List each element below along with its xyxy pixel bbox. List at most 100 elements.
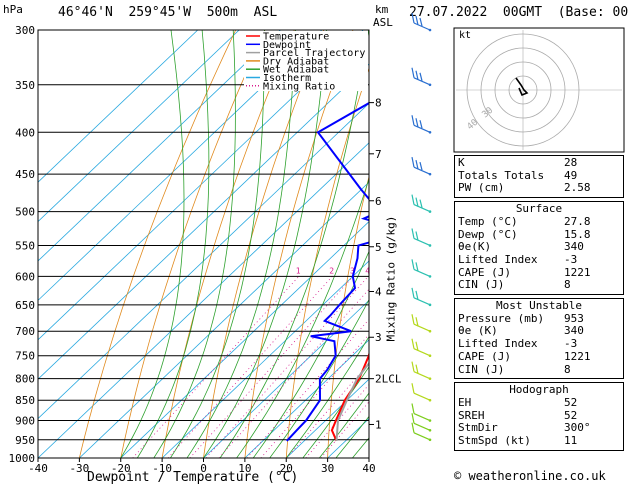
km-tick-label: 4	[375, 285, 382, 298]
x-tick-label: 10	[238, 462, 251, 475]
km-tick-label: 1	[375, 418, 382, 431]
mixing-ratio-axis-title: Mixing Ratio (g/kg)	[384, 215, 398, 342]
basic-indices-box: K 28 Totals Totals 49 PW (cm) 2.58	[454, 155, 624, 199]
datetime-title: 27.07.2022 00GMT (Base: 00)	[409, 5, 629, 20]
isotherm-line	[203, 299, 369, 458]
surface-title: Surface	[515, 202, 563, 216]
hodo-sreh: SREH 52	[458, 408, 578, 422]
surface-cin: CIN (J) 8	[458, 278, 571, 292]
parcel-trajectory-trace	[335, 361, 369, 441]
pressure-tick-label: 650	[15, 299, 35, 312]
isotherm-line	[38, 142, 369, 458]
legend-item-label: Dry Adiabat	[263, 56, 329, 67]
km-tick-label: 2LCL	[375, 373, 402, 386]
legend-item-label: Mixing Ratio	[263, 81, 335, 92]
most-unstable-box: Most Unstable Pressure (mb) 953 θe (K) 340…	[454, 298, 624, 380]
x-tick-label: -10	[152, 462, 172, 475]
x-tick-label: 20	[280, 462, 293, 475]
legend-background	[244, 31, 368, 91]
temperature-trace	[330, 351, 369, 442]
hodograph-box: Hodograph EH 52 SREH 52 StmDir 300° StmSpd …	[454, 382, 624, 451]
isotherm-line	[120, 221, 369, 458]
hodo-stmdir: StmDir 300°	[458, 421, 591, 435]
legend-item-label: Isotherm	[263, 73, 311, 84]
surface-temp: Temp (°C) 27.8	[458, 214, 591, 228]
mixing-ratio-line	[205, 276, 369, 458]
x-tick-label: -30	[69, 462, 89, 475]
pressure-tick-label: 750	[15, 350, 35, 363]
pressure-tick-label: 1000	[9, 452, 36, 465]
pressure-tick-label: 400	[15, 126, 35, 139]
index-k: K 28	[458, 156, 578, 169]
km-tick-label: 5	[375, 241, 382, 254]
isotherm-line	[38, 30, 323, 301]
legend-item-label: Temperature	[263, 32, 329, 43]
legend-item-label: Dewpoint	[263, 40, 311, 51]
pressure-tick-label: 850	[15, 394, 35, 407]
km-tick-label: 3	[375, 331, 382, 344]
pressure-tick-label: 600	[15, 270, 35, 283]
surface-box: Surface Temp (°C) 27.8 Dewp (°C) 15.8 θe(K…	[454, 201, 624, 296]
km-tick-label: 8	[375, 97, 382, 110]
mixing-ratio-line	[260, 333, 369, 458]
hpa-label: hPa	[3, 3, 23, 16]
hodograph-kt-label: kt	[459, 30, 472, 41]
mixing-ratio-label: 4	[365, 266, 370, 275]
mu-cape: CAPE (J) 1221	[458, 349, 591, 363]
pressure-tick-label: 800	[15, 373, 35, 386]
pressure-tick-label: 350	[15, 79, 35, 92]
hodo-eh: EH 52	[458, 395, 578, 409]
location-title: 46°46'N 259°45'W 500m ASL	[58, 5, 278, 20]
isotherm-line	[38, 30, 281, 262]
pressure-tick-label: 450	[15, 168, 35, 181]
isotherm-line	[285, 378, 369, 458]
mixing-ratio-line	[218, 288, 369, 458]
mixing-ratio-label: 3	[350, 266, 355, 275]
surface-li: Lifted Index -3	[458, 252, 578, 266]
km-tick-label: 7	[375, 148, 382, 161]
mixing-ratio-label: 5	[377, 266, 382, 275]
pressure-tick-label: 900	[15, 415, 35, 428]
wet-adiabat-line	[318, 392, 369, 458]
mixing-ratio-line	[189, 276, 354, 458]
pressure-tick-label: 700	[15, 325, 35, 338]
x-axis-title: Dewpoint / Temperature (°C)	[87, 470, 299, 485]
isotherm-line	[161, 260, 369, 458]
index-totals: Totals Totals 49	[458, 168, 578, 182]
mu-theta: θe (K) 340	[458, 324, 584, 338]
index-pw: PW (cm) 2.58	[458, 181, 591, 195]
pressure-tick-label: 500	[15, 206, 35, 219]
legend-item-label: Wet Adiabat	[263, 65, 329, 76]
pressure-tick-label: 300	[15, 24, 35, 37]
isotherm-line	[38, 30, 240, 223]
mixing-ratio-label: 8	[404, 266, 409, 275]
mixing-ratio-label: 10	[417, 266, 427, 275]
asl-label: ASL	[373, 16, 393, 29]
dewpoint-trace	[286, 101, 369, 442]
pressure-tick-label: 550	[15, 239, 35, 252]
x-tick-label: -40	[28, 462, 48, 475]
surface-dewp: Dewp (°C) 15.8	[458, 227, 591, 241]
km-tick-label: 6	[375, 195, 382, 208]
x-tick-label: 40	[362, 462, 375, 475]
credit-text[interactable]: © weatheronline.co.uk	[454, 469, 606, 483]
wet-adiabat-line	[302, 366, 369, 458]
x-tick-label: 0	[200, 462, 207, 475]
km-label: km	[375, 3, 389, 16]
surface-theta: θe(K) 340	[458, 240, 584, 254]
mixing-ratio-label: 1	[296, 266, 301, 275]
hodograph-title: Hodograph	[509, 383, 569, 397]
mu-pressure: Pressure (mb) 953	[458, 311, 584, 325]
x-tick-label: -20	[111, 462, 131, 475]
mixing-ratio-label: 15	[441, 266, 451, 275]
mu-cin: CIN (J) 8	[458, 362, 571, 376]
wet-adiabat-line	[285, 335, 369, 458]
isotherm-line	[38, 102, 369, 420]
mu-li: Lifted Index -3	[458, 337, 578, 351]
isotherm-line	[38, 30, 364, 341]
surface-cape: CAPE (J) 1221	[458, 265, 591, 279]
most-unstable-title: Most Unstable	[495, 299, 583, 313]
pressure-tick-label: 950	[15, 434, 35, 447]
